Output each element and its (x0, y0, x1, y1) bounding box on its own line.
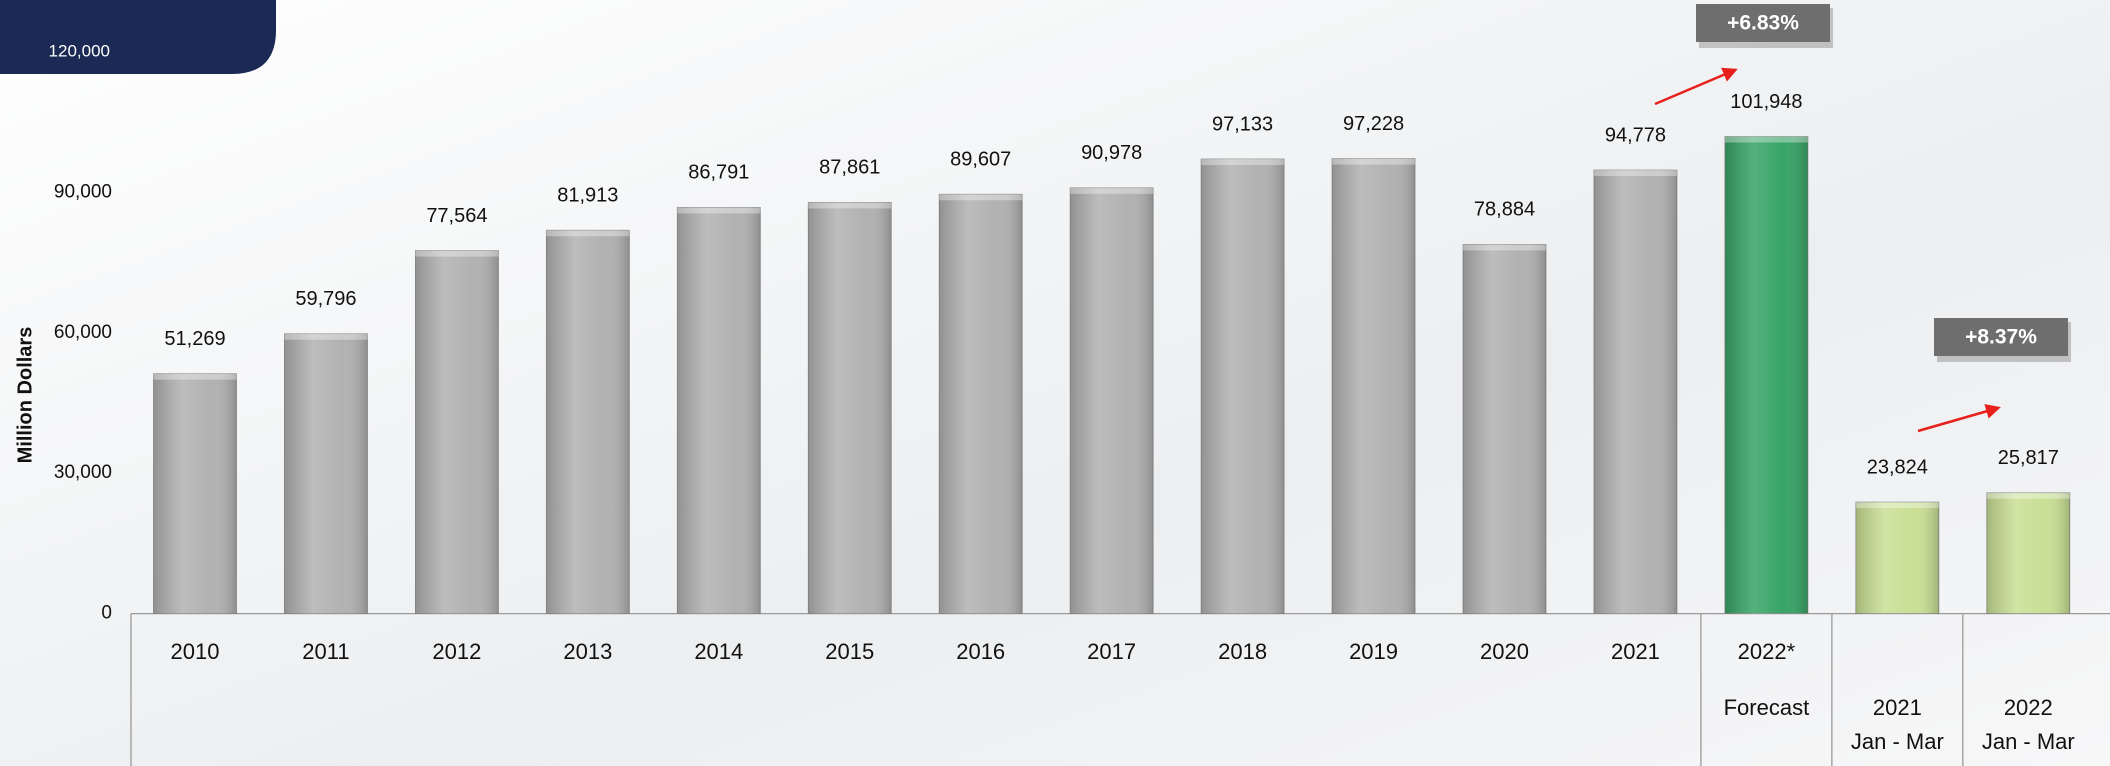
bar-shine (1201, 159, 1285, 614)
x-tick-label: 2022 (2004, 695, 2053, 720)
annotation-box (1934, 318, 2068, 356)
bar-cap (1986, 492, 2070, 499)
bar-shine (939, 194, 1023, 614)
bar-shine (677, 207, 761, 614)
bar-cap (1593, 170, 1677, 177)
value-label: 90,978 (1081, 142, 1142, 164)
bar-cap (415, 250, 499, 257)
value-label: 101,948 (1730, 91, 1802, 113)
bar-cap (284, 333, 368, 340)
value-label: 86,791 (688, 162, 749, 184)
annotation: +6.83% (1727, 12, 1799, 35)
value-label: 23,824 (1867, 456, 1928, 478)
x-tick-label: 2016 (956, 639, 1005, 664)
y-tick-label: 120,000 (49, 41, 110, 60)
bar-shine (1724, 136, 1808, 614)
bar-shine (1463, 244, 1546, 614)
x-tick-label: 2017 (1087, 639, 1136, 664)
x-tick-label: 2020 (1480, 639, 1529, 664)
bar-cap (1463, 244, 1546, 251)
y-tick-label: 0 (101, 603, 112, 624)
value-label: 81,913 (557, 185, 618, 207)
bar-shine (1855, 502, 1939, 614)
annotation: +8.37% (1965, 326, 2037, 349)
bar-cap (939, 194, 1023, 201)
bar-shine (153, 373, 237, 614)
x-tick-label: 2015 (825, 639, 874, 664)
value-label: 87,861 (819, 157, 880, 179)
annotation-arrow (1654, 67, 1738, 106)
x-tick-label: 2018 (1218, 639, 1267, 664)
bar-cap (1201, 159, 1285, 166)
bar-cap (546, 230, 630, 237)
bar-shine (1986, 492, 2070, 614)
value-label: 25,817 (1998, 447, 2059, 469)
x-tick-label: 2012 (432, 639, 481, 664)
logo-banner (0, 0, 276, 74)
bar-shine (284, 333, 368, 614)
x-tick-label: 2021 (1873, 695, 1922, 720)
value-label: 94,778 (1605, 124, 1666, 146)
y-tick-label: 30,000 (54, 462, 112, 483)
bar-cap (1332, 158, 1416, 165)
y-tick-label: 60,000 (54, 322, 112, 343)
value-label: 97,228 (1343, 113, 1404, 135)
x-sub-label: Jan - Mar (1851, 729, 1944, 754)
bar-cap (1724, 136, 1808, 143)
x-tick-label: 2014 (694, 639, 743, 664)
x-tick-label: 2013 (563, 639, 612, 664)
value-label: 97,133 (1212, 113, 1273, 135)
annotation-arrow (1917, 404, 2001, 433)
x-tick-label: 2011 (302, 639, 349, 664)
x-sub-label: Jan - Mar (1982, 729, 2075, 754)
bar-shine (1593, 170, 1677, 614)
bar-cap (808, 202, 892, 209)
y-axis-label: Million Dollars (14, 327, 36, 464)
bar-cap (1070, 187, 1154, 194)
bar-cap (1855, 502, 1939, 509)
value-label: 59,796 (295, 288, 356, 310)
bar-shine (415, 250, 499, 614)
value-label: 78,884 (1474, 199, 1535, 221)
value-label: 51,269 (164, 328, 225, 350)
x-tick-label: 2021 (1611, 639, 1660, 664)
value-label: 77,564 (426, 205, 487, 227)
annotation-box (1696, 4, 1830, 42)
x-tick-label: 2010 (171, 639, 220, 664)
x-tick-label: 2022* (1738, 639, 1796, 664)
x-sub-label: Forecast (1724, 695, 1810, 720)
bar-cap (677, 207, 761, 214)
bar-shine (1070, 187, 1154, 614)
value-label: 89,607 (950, 149, 1011, 171)
bar-shine (546, 230, 630, 614)
y-tick-label: 90,000 (54, 181, 112, 202)
bar-shine (1332, 158, 1416, 614)
x-tick-label: 2019 (1349, 639, 1398, 664)
bar-shine (808, 202, 892, 614)
bar-cap (153, 373, 237, 380)
